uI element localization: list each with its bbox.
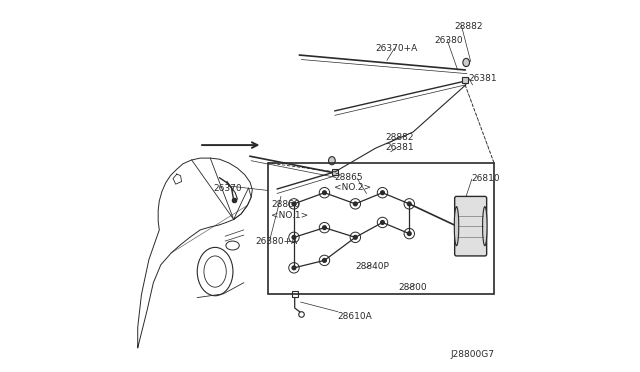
Text: 26380+A: 26380+A xyxy=(255,237,297,246)
Circle shape xyxy=(381,221,385,224)
Circle shape xyxy=(381,191,385,195)
Circle shape xyxy=(292,202,296,206)
Text: 28882: 28882 xyxy=(454,22,483,31)
Text: 28610A: 28610A xyxy=(338,312,372,321)
Circle shape xyxy=(353,202,357,206)
Circle shape xyxy=(323,226,326,230)
Bar xyxy=(268,163,494,294)
Text: 26380: 26380 xyxy=(435,36,463,45)
Ellipse shape xyxy=(483,206,487,246)
Ellipse shape xyxy=(463,58,470,67)
Text: 28865
<NO.2>: 28865 <NO.2> xyxy=(334,173,371,192)
Text: 28800: 28800 xyxy=(398,283,427,292)
Text: 28860
<NO.1>: 28860 <NO.1> xyxy=(271,200,308,219)
Text: 26370+A: 26370+A xyxy=(375,44,417,53)
Ellipse shape xyxy=(454,206,459,246)
Text: 26810: 26810 xyxy=(472,174,500,183)
Text: 26381: 26381 xyxy=(385,143,413,152)
Circle shape xyxy=(408,232,411,235)
Ellipse shape xyxy=(328,157,335,165)
Text: 28840P: 28840P xyxy=(355,262,389,271)
Text: 26370: 26370 xyxy=(213,184,242,193)
Circle shape xyxy=(292,266,296,270)
Text: 28882: 28882 xyxy=(385,133,413,142)
FancyBboxPatch shape xyxy=(454,196,486,256)
Circle shape xyxy=(323,191,326,195)
Circle shape xyxy=(323,259,326,262)
Text: 26381: 26381 xyxy=(468,74,497,83)
Circle shape xyxy=(292,235,296,239)
Circle shape xyxy=(408,202,411,206)
Text: J28800G7: J28800G7 xyxy=(450,350,494,359)
Circle shape xyxy=(353,235,357,239)
